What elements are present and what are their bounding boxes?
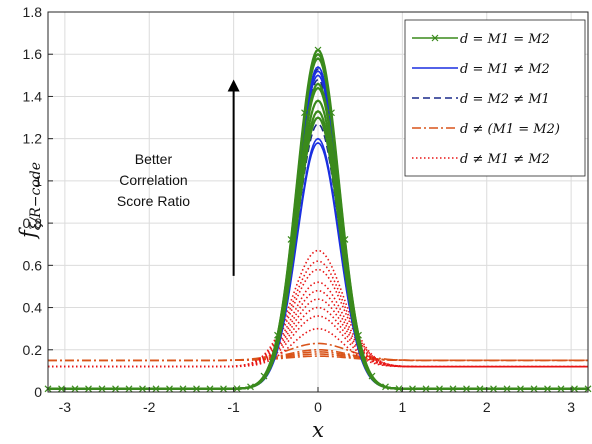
legend-label-2: d = M2 ≠ M1 bbox=[460, 92, 550, 107]
series-0-marker-13 bbox=[220, 385, 227, 393]
series-4-curve-8 bbox=[48, 327, 588, 368]
series-4-curve-7 bbox=[48, 315, 588, 368]
series-4 bbox=[48, 249, 588, 368]
legend-label-1: d = M1 ≠ M2 bbox=[460, 62, 550, 77]
series-0-marker-24 bbox=[368, 372, 376, 380]
x-tick-label-4: 1 bbox=[398, 399, 406, 415]
legend-label-4: d ≠ M1 ≠ M2 bbox=[460, 152, 550, 167]
series-0-marker-33 bbox=[490, 385, 497, 393]
series-0-curve-7 bbox=[48, 116, 588, 390]
series-0-marker-32 bbox=[476, 385, 484, 393]
y-tick-label-1: 0.2 bbox=[23, 342, 43, 358]
y-tick-label-4: 0.8 bbox=[23, 215, 43, 231]
series-0-marker-35 bbox=[517, 385, 524, 393]
series-0-marker-19 bbox=[301, 109, 308, 117]
y-tick-label-0: 0 bbox=[34, 384, 42, 400]
y-tick-label-3: 0.6 bbox=[23, 257, 43, 273]
series-0-marker-18 bbox=[287, 236, 295, 243]
x-tick-label-0: -3 bbox=[59, 399, 72, 415]
y-tick-label-6: 1.2 bbox=[23, 131, 43, 147]
legend: d = M1 = M2 d = M1 ≠ M2 d = M2 ≠ M1 d ≠ (M1… bbox=[404, 19, 586, 177]
series-0-marker-12 bbox=[206, 385, 214, 393]
series-0-marker-27 bbox=[409, 385, 416, 393]
x-tick-label-2: -1 bbox=[227, 399, 240, 415]
x-axis-title: x bbox=[312, 418, 324, 442]
series-0-marker-9 bbox=[166, 385, 173, 393]
annotation-line-3: Score Ratio bbox=[117, 193, 190, 209]
series-0-marker-22 bbox=[341, 236, 349, 243]
y-axis-subscript: ξ/R−code bbox=[28, 162, 44, 230]
series-0-marker-2 bbox=[71, 385, 79, 393]
y-tick-label-9: 1.8 bbox=[23, 4, 43, 20]
series-4-curve-3 bbox=[48, 281, 588, 368]
series-0-marker-17 bbox=[274, 331, 281, 339]
series-3 bbox=[48, 342, 588, 362]
legend-marker-0 bbox=[431, 34, 439, 42]
annotation: Better Correlation Score Ratio bbox=[117, 79, 240, 276]
y-tick-label-8: 1.6 bbox=[23, 46, 43, 62]
series-0-marker-21 bbox=[328, 109, 335, 117]
series-0-marker-25 bbox=[382, 383, 389, 391]
series-0-marker-38 bbox=[557, 385, 565, 393]
y-tick-label-7: 1.4 bbox=[23, 88, 43, 104]
series-0-marker-5 bbox=[112, 385, 119, 393]
series-0-marker-6 bbox=[125, 385, 133, 393]
x-tick-label-5: 2 bbox=[483, 399, 491, 415]
x-axis-label: x bbox=[312, 418, 324, 442]
series-0 bbox=[44, 46, 592, 393]
curves bbox=[44, 46, 592, 393]
series-0-marker-34 bbox=[503, 385, 511, 393]
y-axis-title: f bbox=[16, 227, 40, 240]
series-0-marker-7 bbox=[139, 385, 146, 393]
series-0-marker-11 bbox=[193, 385, 200, 393]
series-3-curve-4 bbox=[48, 355, 588, 362]
annotation-line-2: Correlation bbox=[119, 172, 187, 188]
series-0-marker-39 bbox=[571, 385, 578, 393]
series-0-marker-4 bbox=[98, 385, 106, 393]
series-0-marker-26 bbox=[395, 385, 403, 393]
series-0-marker-8 bbox=[152, 385, 160, 393]
legend-label-3: d ≠ (M1 = M2) bbox=[460, 122, 560, 137]
tick-labels: -3 -2 -1 0 1 2 3 0 0.2 0.4 0.6 0.8 1 1.2 1.4 1.6 1.8 bbox=[23, 4, 576, 415]
series-0-marker-15 bbox=[247, 383, 254, 391]
series-0-marker-28 bbox=[422, 385, 430, 393]
arrow-head bbox=[227, 79, 240, 92]
series-0-marker-20 bbox=[314, 46, 322, 54]
series-0-marker-23 bbox=[355, 331, 362, 339]
series-0-marker-3 bbox=[85, 385, 92, 393]
series-0-marker-16 bbox=[260, 372, 268, 380]
legend-label-0: d = M1 = M2 bbox=[460, 32, 550, 47]
series-0-marker-14 bbox=[233, 385, 241, 393]
x-tick-label-1: -2 bbox=[143, 399, 156, 415]
series-0-marker-37 bbox=[544, 385, 551, 393]
svg-text:fξ/R−code: fξ/R−code bbox=[16, 162, 44, 240]
series-0-marker-30 bbox=[449, 385, 457, 393]
x-tick-label-6: 3 bbox=[567, 399, 575, 415]
y-axis-label: fξ/R−code bbox=[16, 162, 44, 240]
annotation-line-1: Better bbox=[135, 151, 173, 167]
series-0-marker-36 bbox=[530, 385, 538, 393]
y-tick-label-2: 0.4 bbox=[23, 300, 43, 316]
y-tick-label-5: 1 bbox=[34, 173, 42, 189]
series-0-marker-29 bbox=[436, 385, 443, 393]
series-0-marker-10 bbox=[179, 385, 187, 393]
x-tick-label-3: 0 bbox=[314, 399, 322, 415]
series-0-marker-31 bbox=[463, 385, 470, 393]
series-0-marker-1 bbox=[58, 385, 65, 393]
